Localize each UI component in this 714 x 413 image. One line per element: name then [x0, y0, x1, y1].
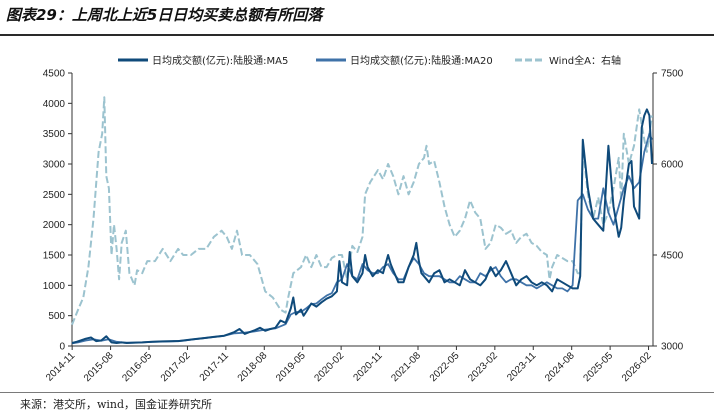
x-tick-label: 2020-02	[313, 350, 347, 384]
y-left-tick-label: 4000	[43, 99, 66, 110]
y-right-tick-label: 4500	[661, 251, 684, 262]
axes: 0 500 1000 1500 2000 2500 3000 3500 4000 4500 3000…	[43, 69, 684, 385]
series-line-ma5	[71, 108, 653, 344]
y-left-tick-label: 3500	[43, 129, 66, 140]
x-tick-label: 2025-05	[582, 350, 616, 384]
chart: 0 500 1000 1500 2000 2500 3000 3500 4000 4500 3000…	[43, 54, 684, 385]
source-note: 来源：港交所，wind，国金证券研究所	[20, 398, 213, 411]
x-tick-label: 2018-08	[236, 350, 270, 384]
y-left-tick-label: 500	[48, 311, 65, 322]
x-tick-label: 2024-08	[543, 350, 577, 384]
y-left-tick-label: 2000	[43, 220, 66, 231]
x-tick-label: 2020-11	[351, 350, 385, 384]
y-left-tick-label: 1500	[43, 251, 66, 262]
legend-label: 日均成交额(亿元):陆股通:MA20	[350, 54, 493, 67]
x-tick-label: 2021-08	[389, 350, 423, 384]
title-rule	[0, 34, 714, 36]
x-tick-label: 2016-05	[120, 350, 154, 384]
x-tick-label: 2023-02	[466, 350, 500, 384]
x-tick-label: 2017-02	[159, 350, 193, 384]
x-tick-label: 2014-11	[44, 350, 78, 384]
y-right-tick-label: 6000	[661, 160, 684, 171]
x-tick-label: 2015-08	[82, 350, 116, 384]
legend-label: Wind全A：右轴	[549, 54, 621, 67]
y-left-tick-label: 3000	[43, 160, 66, 171]
x-tick-label: 2019-05	[274, 350, 308, 384]
x-tick-label: 2022-05	[428, 350, 462, 384]
legend: 日均成交额(亿元):陆股通:MA5 日均成交额(亿元):陆股通:MA20 Wind全…	[118, 54, 621, 67]
figure-title: 图表29：上周北上近5日日均买卖总额有所回落	[6, 6, 323, 24]
y-left-tick-label: 4500	[43, 69, 66, 80]
y-left-tick-label: 0	[59, 342, 65, 353]
legend-label: 日均成交额(亿元):陆股通:MA5	[152, 54, 288, 67]
x-tick-label: 2026-02	[620, 350, 654, 384]
series-line-wind-all-a	[71, 96, 653, 326]
x-tick-label: 2023-11	[505, 350, 539, 384]
y-right-tick-label: 3000	[661, 342, 684, 353]
y-left-tick-label: 1000	[43, 281, 66, 292]
x-tick-label: 2017-11	[198, 350, 232, 384]
y-left-tick-label: 2500	[43, 190, 66, 201]
series-layer	[71, 96, 653, 345]
bottom-rule	[0, 392, 714, 393]
y-right-tick-label: 7500	[661, 69, 684, 80]
